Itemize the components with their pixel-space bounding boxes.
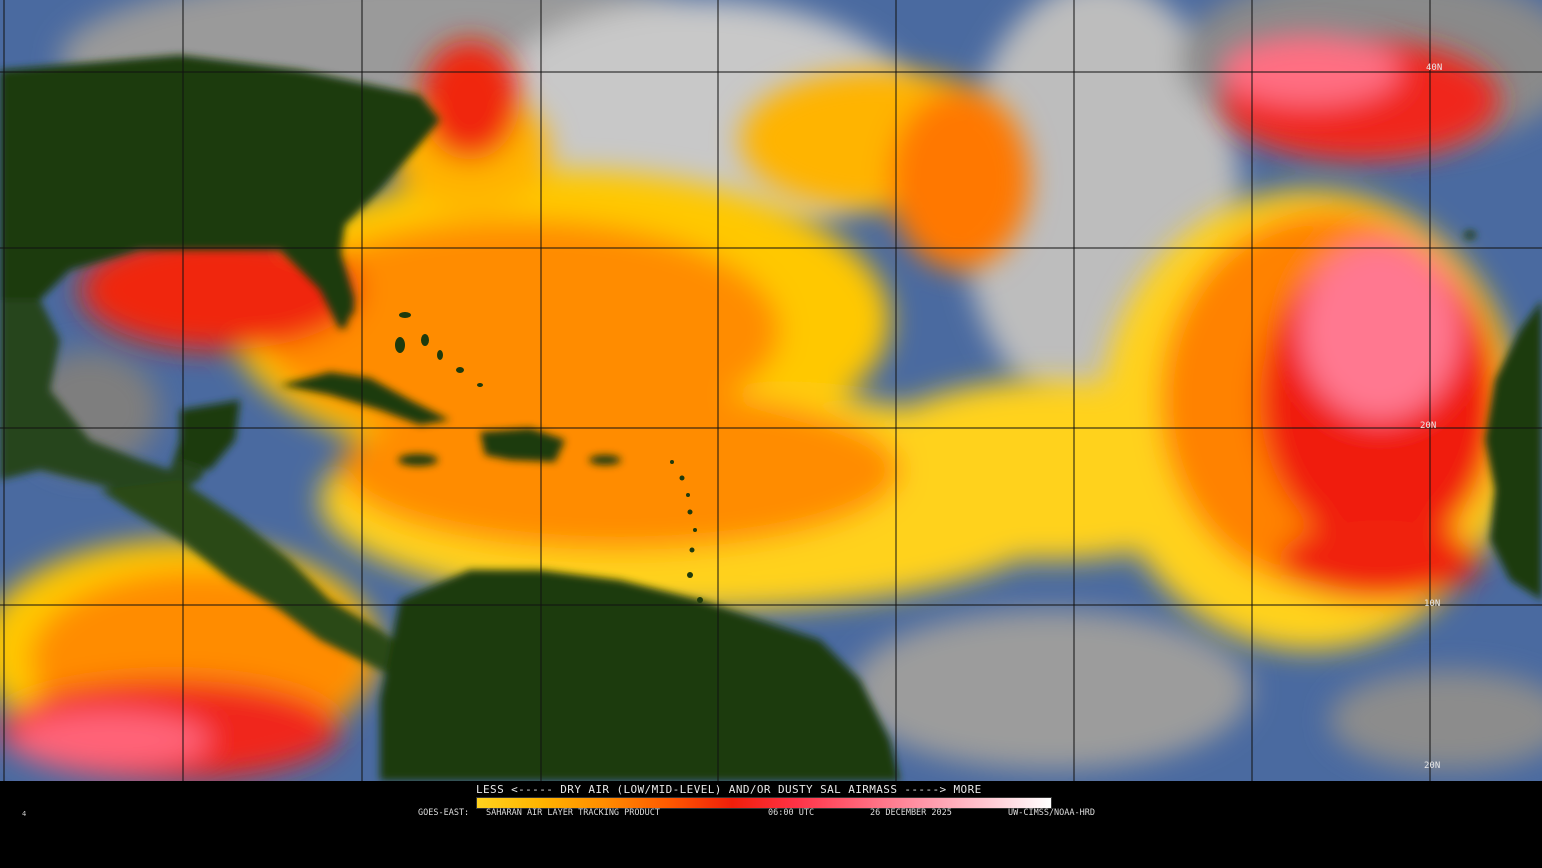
lat-label: 40N [1426,63,1442,73]
lat-label: 10N [1424,599,1440,609]
color-scale-bar [476,797,1052,809]
product-date: 26 DECEMBER 2025 [870,808,952,818]
product-time: 06:00 UTC [768,808,815,818]
bahamas-islands [395,312,483,387]
lat-labels: 40N 20N 10N 20N [1420,63,1442,771]
lat-lon-grid [0,0,1542,781]
product-caption: GOES-EAST: SAHARAN AIR LAYER TRACKING PR… [0,808,1542,820]
lat-label: 20N [1424,761,1440,771]
lesser-antilles [670,460,703,603]
lat-label: 20N [1420,421,1436,431]
satellite-name: GOES-EAST: [418,808,470,818]
product-name: SAHARAN AIR LAYER TRACKING PRODUCT [486,808,660,818]
map-canvas: 40N 20N 10N 20N [0,0,1542,781]
frame-number: 4 [22,810,27,818]
sal-dust-layer [0,35,1520,780]
legend-scale-text: LESS <----- DRY AIR (LOW/MID-LEVEL) AND/… [476,783,982,796]
product-credit: UW-CIMSS/NOAA-HRD [1008,808,1095,818]
satellite-map: 40N 20N 10N 20N [0,0,1542,781]
land-layer [0,55,1542,781]
